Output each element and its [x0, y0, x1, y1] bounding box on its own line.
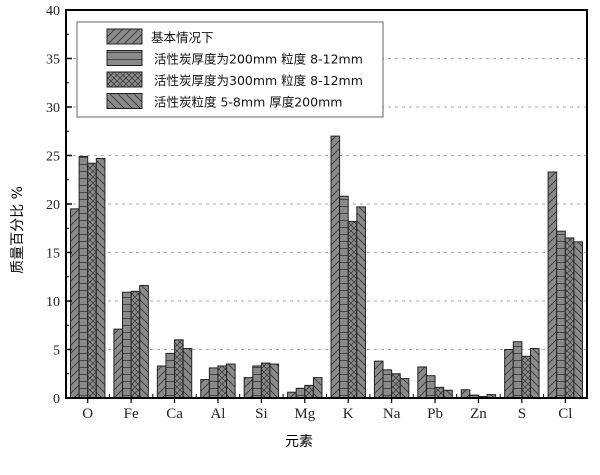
y-tick-label: 20: [46, 198, 60, 213]
y-axis-label: 质量百分比 %: [10, 186, 26, 274]
x-tick-label: Ca: [166, 406, 183, 422]
bar-Ca-series-4: [182, 348, 193, 399]
bar-K-series-4: [356, 206, 366, 399]
bar-Si-series-2: [252, 365, 262, 399]
y-tick-label: 25: [46, 150, 60, 165]
bar-Na-series-1: [373, 360, 384, 399]
bar-Si-series-3: [260, 362, 271, 399]
bar-Al-series-1: [200, 379, 210, 399]
bar-S-series-1: [504, 349, 514, 399]
bar-Zn-series-1: [460, 389, 471, 399]
bar-S-series-3: [521, 355, 531, 399]
x-tick-label: Cl: [558, 406, 572, 422]
x-tick-label: Zn: [470, 406, 487, 422]
bar-Al-series-4: [226, 363, 236, 399]
bar-Na-series-3: [391, 373, 401, 399]
bar-Ca-series-2: [165, 352, 176, 399]
legend-label: 基本情况下: [151, 30, 214, 45]
y-tick-label: 30: [46, 101, 60, 116]
bar-K-series-2: [339, 195, 349, 399]
bar-Cl-series-1: [547, 171, 558, 399]
legend-label: 活性炭粒度 5-8mm 厚度200mm: [154, 95, 342, 110]
bar-Si-series-1: [243, 377, 254, 399]
y-tick-label: 10: [46, 295, 60, 310]
bars: [70, 135, 583, 399]
bar-O-series-1: [70, 208, 80, 399]
legend-swatch: [106, 50, 143, 66]
bar-Pb-series-1: [417, 366, 427, 399]
x-tick-label: Fe: [124, 406, 139, 422]
bar-S-series-2: [512, 341, 523, 399]
bar-Fe-series-4: [139, 284, 149, 399]
legend-label: 活性炭厚度为200mm 粒度 8-12mm: [154, 52, 363, 67]
bar-Pb-series-4: [443, 389, 453, 399]
x-tick-label: Mg: [294, 406, 315, 422]
bar-Mg-series-3: [304, 384, 314, 399]
legend-swatch: [106, 28, 143, 45]
x-tick-label: O: [82, 406, 93, 422]
bar-Al-series-2: [208, 367, 219, 399]
bar-O-series-4: [95, 157, 106, 399]
bar-Pb-series-2: [425, 375, 436, 399]
bar-O-series-3: [87, 162, 97, 399]
legend-swatch: [106, 71, 143, 88]
bar-Cl-series-4: [573, 241, 583, 399]
bar-Na-series-2: [382, 369, 393, 399]
x-axis: O Fe Ca Al Si Mg K Na Pb Zn S Cl: [82, 394, 572, 422]
bar-Fe-series-2: [122, 291, 132, 399]
legend-swatch: [106, 93, 143, 109]
y-tick-label: 15: [46, 247, 60, 262]
bar-K-series-1: [330, 135, 341, 399]
bar-Cl-series-2: [556, 230, 566, 399]
bar-O-series-2: [78, 155, 89, 399]
y-tick-label: 0: [53, 392, 60, 407]
y-tick-label: 35: [46, 53, 60, 68]
y-axis: 0 5 10 15 20 25 30 35 40: [46, 4, 72, 407]
bar-Fe-series-3: [130, 290, 141, 399]
bar-Mg-series-2: [295, 387, 306, 399]
bar-Cl-series-3: [564, 237, 575, 399]
x-tick-label: Al: [210, 406, 225, 422]
bar-Mg-series-4: [312, 377, 323, 399]
x-tick-label: K: [343, 406, 354, 422]
bar-Al-series-3: [217, 365, 228, 399]
bar-Ca-series-1: [156, 365, 167, 399]
legend-label: 活性炭厚度为300mm 粒度 8-12mm: [154, 73, 363, 88]
bar-Pb-series-3: [434, 386, 445, 399]
bar-Ca-series-3: [174, 339, 184, 399]
bar-K-series-3: [347, 220, 358, 399]
y-tick-label: 40: [46, 4, 60, 19]
x-tick-label: Na: [383, 406, 401, 422]
x-tick-label: Si: [255, 406, 268, 422]
bar-Fe-series-1: [113, 328, 124, 399]
x-axis-label: 元素: [285, 434, 313, 450]
x-tick-label: S: [518, 406, 526, 422]
bar-Na-series-4: [399, 378, 410, 399]
y-tick-label: 5: [53, 344, 60, 359]
x-tick-label: Pb: [427, 406, 443, 422]
bar-Si-series-4: [269, 363, 280, 399]
bar-S-series-4: [529, 348, 540, 399]
